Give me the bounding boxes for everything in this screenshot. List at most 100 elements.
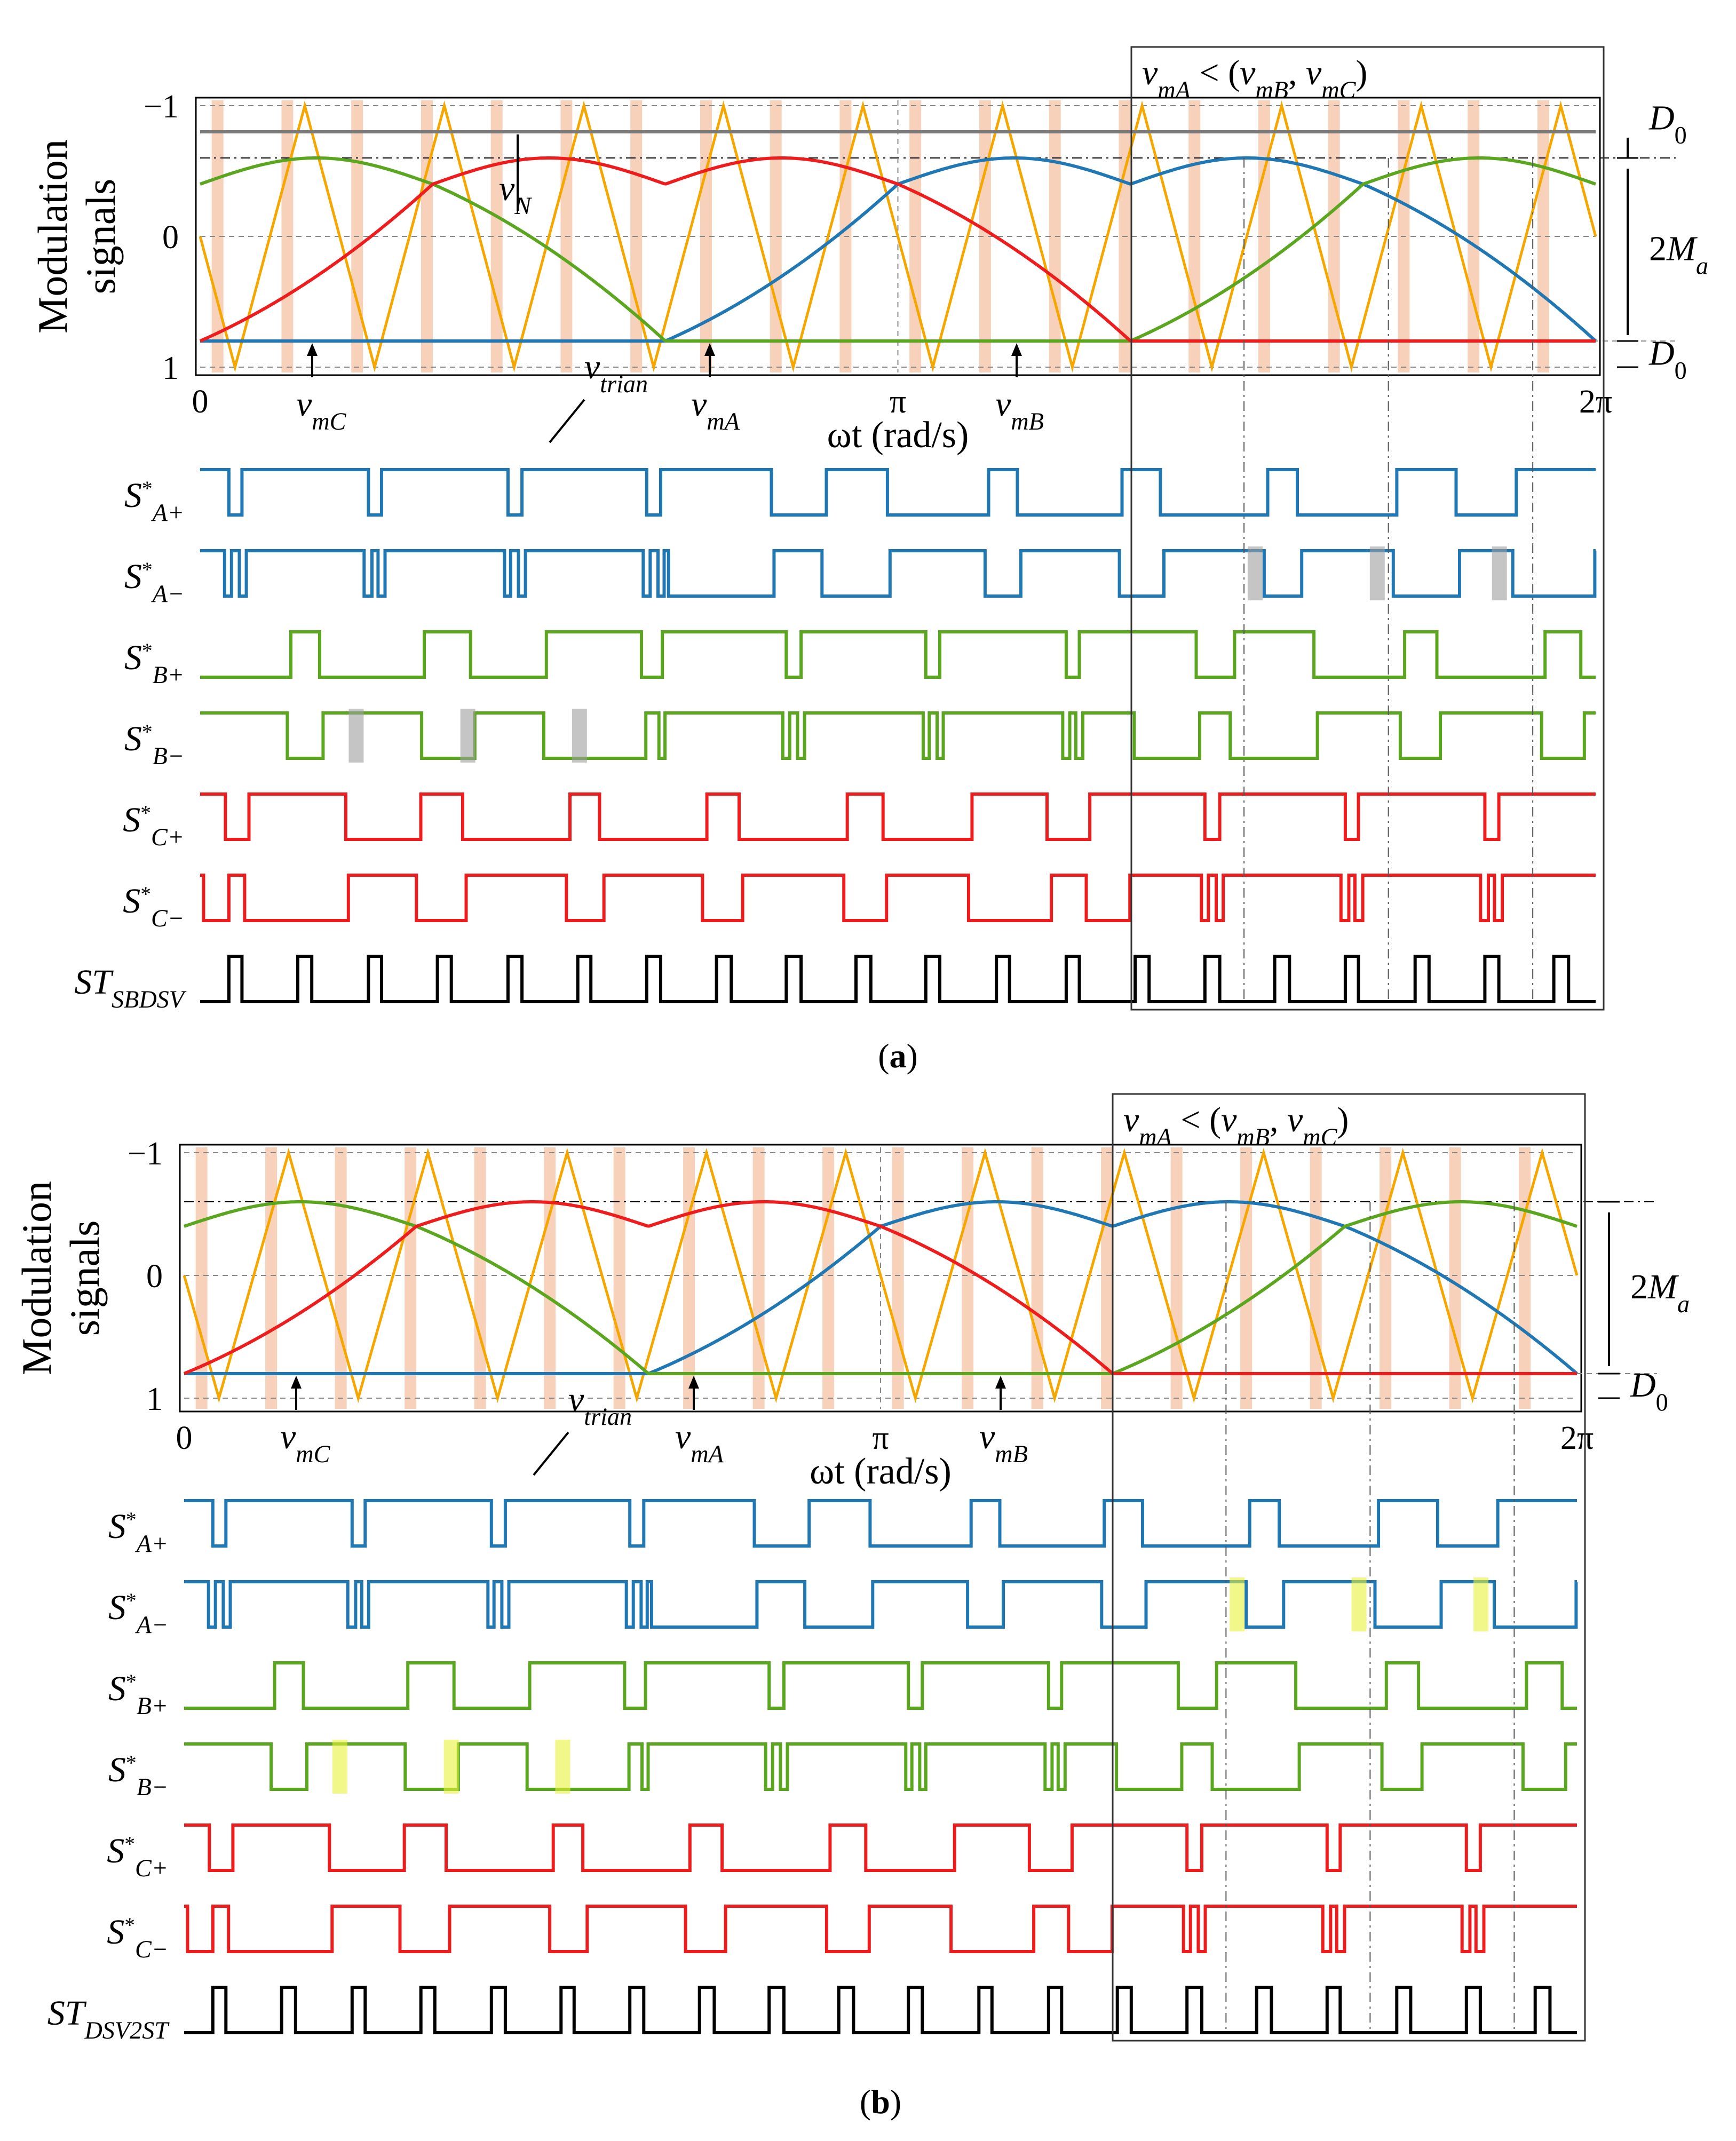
arrow-vmc-head <box>291 1376 302 1389</box>
switching-band <box>683 1147 695 1409</box>
switching-waveform-2 <box>184 1661 1577 1710</box>
panel-label-letter: b <box>871 2083 890 2121</box>
signal-label-0-part: S <box>108 1507 126 1546</box>
xtick-0: 0 <box>176 1420 193 1456</box>
label-vmb: vmB <box>995 385 1044 435</box>
condition-box <box>1112 1093 1586 2042</box>
signal-label-4-part: * <box>124 1832 135 1855</box>
signal-label-4: S*C+ <box>123 800 184 851</box>
condition-label-part: < ( <box>1191 53 1240 92</box>
xtick-2pi: 2π <box>1579 384 1612 420</box>
label-vn: vN <box>499 169 532 219</box>
condition-label-part: < ( <box>1172 1100 1221 1139</box>
switching-waveform-4 <box>184 1823 1577 1872</box>
highlight-marker <box>555 1740 570 1794</box>
signal-label-0: S*A+ <box>124 476 184 526</box>
label-2ma-part: M <box>1647 1267 1679 1306</box>
condition-label-part: ) <box>1337 1100 1349 1139</box>
signal-label-3-part: * <box>142 720 153 743</box>
signal-label-1-part: S <box>108 1588 126 1627</box>
label-d0-top-part: 0 <box>1656 1389 1668 1416</box>
signal-label-3-part: S <box>108 1750 126 1789</box>
signal-label-5-part: S <box>123 882 140 921</box>
switching-waveform-6 <box>184 1986 1577 2034</box>
label-vma: vmA <box>675 1417 724 1468</box>
signal-label-6-part: DSV2ST <box>84 2017 170 2044</box>
xtick-0: 0 <box>192 384 209 420</box>
switching-band <box>822 1147 835 1409</box>
signal-label-2: S*B+ <box>108 1669 168 1719</box>
signal-label-6-part: ST <box>47 1994 87 2033</box>
label-d0-top-part: 0 <box>1675 356 1687 384</box>
label-d0-top: D0 <box>1630 1366 1668 1416</box>
y-axis-label-line1: Modulation <box>13 1181 60 1375</box>
switching-band <box>421 100 433 372</box>
switching-band <box>613 1147 625 1409</box>
arrow-vma-head <box>688 1376 699 1389</box>
switching-band <box>892 1147 904 1409</box>
switching-waveform-3 <box>184 1742 1577 1791</box>
arrow-vtrian <box>533 1431 569 1476</box>
switching-band <box>1101 1147 1113 1409</box>
label-vmb-part: mB <box>1011 408 1044 435</box>
condition-box <box>1130 46 1605 1011</box>
signal-label-4-part: S <box>107 1831 124 1870</box>
label-2ma-part: a <box>1696 252 1708 279</box>
condition-label-part: v <box>1240 53 1256 92</box>
ytick-neg1: −1 <box>128 1136 163 1172</box>
highlight-marker <box>572 709 587 763</box>
label-vmc-part: v <box>296 385 312 424</box>
switching-band <box>1240 1147 1253 1409</box>
signal-label-5-part: * <box>140 882 151 906</box>
signal-label-3: S*B− <box>108 1750 168 1801</box>
switching-waveform-0 <box>184 1499 1577 1548</box>
arrow-vmc-head <box>307 343 318 356</box>
ytick-neg1: −1 <box>144 89 179 125</box>
signal-label-0-part: * <box>126 1508 137 1531</box>
switching-band <box>752 1147 765 1409</box>
label-vtrian: vtrian <box>568 1380 632 1430</box>
condition-label-part: ) <box>1355 53 1367 92</box>
label-2ma: 2Ma <box>1630 1267 1690 1318</box>
signal-label-6: STDSV2ST <box>47 1994 170 2044</box>
highlight-marker <box>1492 546 1507 600</box>
signal-label-5-part: C− <box>151 905 184 932</box>
switching-band <box>211 100 224 372</box>
label-vma: vmA <box>691 385 740 435</box>
condition-label-part: mC <box>1303 1123 1337 1151</box>
panel-label: (b) <box>860 2083 901 2121</box>
signal-label-2: S*B+ <box>124 638 184 688</box>
switching-band <box>405 1147 417 1409</box>
signal-label-0: S*A+ <box>108 1507 168 1557</box>
signal-label-1: S*A− <box>124 557 184 607</box>
switching-waveform-3 <box>200 711 1596 760</box>
switching-waveform-4 <box>200 792 1596 841</box>
switching-band <box>1380 1147 1392 1409</box>
signal-label-5: S*C− <box>107 1913 168 1963</box>
signal-label-5-part: S <box>107 1913 124 1952</box>
switching-band <box>265 1147 278 1409</box>
signal-label-1-part: A− <box>135 1611 168 1638</box>
highlight-marker <box>348 709 364 763</box>
switching-waveform-1 <box>200 549 1597 598</box>
x-axis-label: ωt (rad/s) <box>827 415 969 456</box>
switching-waveform-0 <box>200 468 1596 517</box>
highlight-marker <box>1473 1577 1489 1631</box>
signal-label-4-part: C+ <box>135 1854 168 1882</box>
carrier-triangle-curve <box>183 1147 1579 1403</box>
phase-c-modulation-curve <box>183 1200 1577 1375</box>
arrow-vma-head <box>704 343 715 356</box>
highlight-marker <box>1351 1577 1367 1631</box>
signal-label-0-part: A+ <box>135 1530 168 1557</box>
highlight-marker <box>1247 546 1263 600</box>
carrier-triangle-curve <box>199 100 1597 372</box>
highlight-marker <box>460 709 475 763</box>
signal-label-2-part: * <box>126 1670 137 1693</box>
label-vma-part: mA <box>707 408 740 435</box>
label-vmc-part: v <box>280 1417 296 1456</box>
signal-label-3-part: * <box>126 1751 137 1774</box>
label-vtrian-part: v <box>584 347 600 386</box>
xtick-pi: π <box>872 1420 889 1456</box>
label-vma-part: v <box>675 1417 691 1456</box>
